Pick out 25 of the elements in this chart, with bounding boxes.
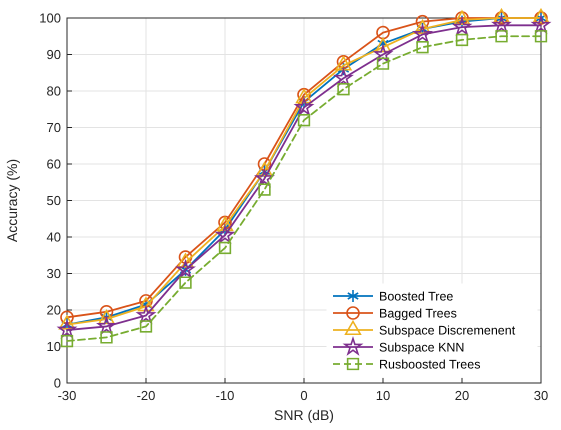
y-tick-label: 50 — [46, 193, 61, 208]
x-tick-label: -10 — [216, 388, 234, 403]
y-axis-title: Accuracy (%) — [4, 158, 20, 242]
x-tick-label: 0 — [300, 388, 308, 403]
legend-label: Subspace Discremenent — [379, 324, 516, 338]
y-tick-label: 70 — [46, 120, 61, 135]
y-tick-label: 90 — [46, 47, 61, 62]
y-tick-label: 20 — [46, 302, 61, 318]
legend-label: Bagged Trees — [379, 306, 457, 320]
y-tick-label: 0 — [54, 376, 61, 390]
y-tick-label: 100 — [39, 10, 61, 26]
y-tick-label: 80 — [46, 84, 61, 98]
y-tick-label: 40 — [46, 230, 61, 244]
y-tick-label: 60 — [46, 156, 61, 172]
x-tick-label: 20 — [454, 388, 470, 403]
legend-label: Rusboosted Trees — [379, 358, 480, 372]
legend-label: Boosted Tree — [379, 290, 454, 304]
legend-label: Subspace KNN — [379, 340, 464, 354]
x-tick-label: 10 — [376, 388, 390, 403]
x-tick-label: -30 — [58, 388, 76, 403]
x-tick-label: 30 — [534, 388, 548, 403]
y-tick-label: 10 — [46, 339, 61, 354]
x-tick-label: -20 — [136, 388, 156, 403]
y-tick-label: 30 — [46, 266, 61, 281]
x-axis-title: SNR (dB) — [274, 407, 334, 423]
